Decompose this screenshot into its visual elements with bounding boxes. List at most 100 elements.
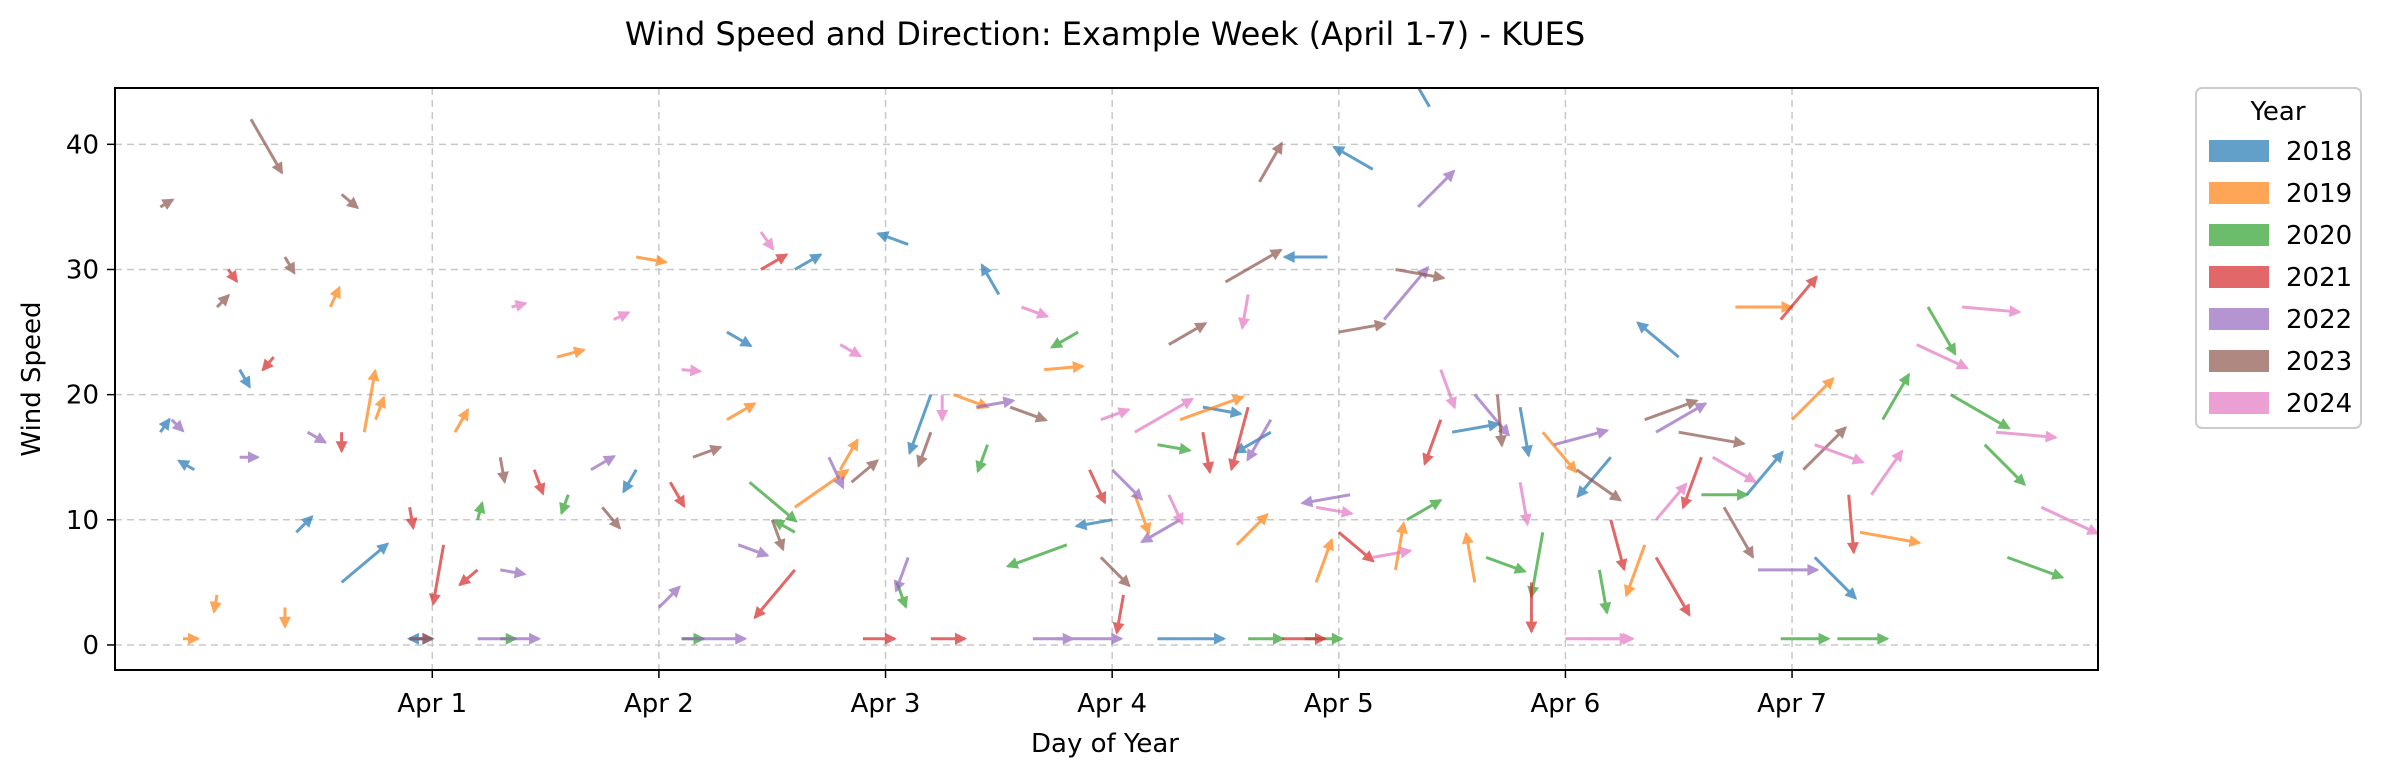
legend-frame: [2195, 87, 2362, 429]
wind-arrow-head: [1619, 632, 1632, 645]
wind-arrow-head: [1898, 372, 1910, 387]
wind-arrow-shaft: [1179, 395, 1244, 422]
wind-arrow-head: [278, 616, 291, 629]
wind-arrow-head: [848, 345, 863, 358]
wind-arrow-head: [1072, 361, 1085, 374]
wind-arrow-head: [346, 196, 360, 210]
wind-arrow-head: [217, 293, 231, 307]
wind-arrow-shaft: [2040, 505, 2098, 535]
wind-arrow-head: [1035, 307, 1050, 319]
wind-arrow-head: [458, 573, 472, 587]
wind-arrow-head: [1624, 584, 1636, 598]
wind-arrow-head: [513, 566, 527, 579]
wind-arrow-head: [1178, 442, 1192, 455]
wind-arrow-head: [1399, 546, 1413, 559]
wind-arrow-head: [1675, 482, 1688, 496]
wind-arrow-shaft: [1134, 397, 1194, 434]
wind-arrow-head: [2013, 473, 2027, 487]
wind-arrow-head: [1908, 535, 1922, 547]
x-tick-label: Apr 7: [1757, 689, 1827, 719]
wind-arrow-head: [743, 402, 757, 414]
wind-arrow-head: [1834, 426, 1848, 439]
legend-swatch-2018: [2209, 140, 2269, 162]
wind-arrow-head: [1180, 398, 1195, 410]
wind-arrow-head: [1314, 632, 1327, 645]
wind-arrow-head: [1111, 632, 1124, 645]
wind-arrow-head: [689, 364, 703, 377]
wind-arrow-head: [735, 632, 748, 645]
wind-arrow-shaft: [1416, 88, 1431, 108]
wind-arrow-head: [429, 593, 441, 606]
wind-arrow-head: [608, 516, 622, 530]
wind-arrow-head: [457, 408, 469, 422]
x-tick-label: Apr 1: [397, 689, 467, 719]
wind-arrow-head: [836, 468, 850, 481]
wind-arrow-head: [775, 253, 789, 265]
wind-arrow-head: [773, 538, 786, 552]
x-tick-label: Apr 5: [1304, 689, 1374, 719]
wind-arrow-head: [622, 480, 634, 494]
x-axis-ticks: Apr 1 Apr 2 Apr 3 Apr 4 Apr 5 Apr 6 Apr 7: [397, 670, 1827, 719]
wind-arrows: [158, 88, 2098, 645]
wind-arrow-head: [2051, 568, 2065, 580]
wind-arrow-head: [907, 441, 919, 456]
wind-arrow-head: [1877, 632, 1890, 645]
x-tick-label: Apr 3: [851, 689, 921, 719]
wind-arrow-shaft: [431, 544, 446, 605]
series-2022: [170, 169, 1820, 645]
x-tick-label: Apr 6: [1531, 689, 1601, 719]
wind-arrow-head: [374, 395, 386, 409]
wind-arrow-head: [1679, 603, 1691, 617]
wind-arrow-head: [335, 441, 348, 454]
wind-arrow-head: [762, 237, 775, 251]
wind-arrow-head: [367, 368, 380, 382]
wind-arrow-head: [514, 300, 528, 312]
series-2024: [511, 231, 2098, 645]
wind-arrow-head: [1608, 489, 1623, 502]
wind-arrow-head: [329, 285, 341, 300]
wind-arrow-head: [1525, 621, 1538, 634]
wind-arrow-head: [1273, 632, 1286, 645]
legend-label-2021: 2021: [2286, 263, 2352, 293]
chart-title: Wind Speed and Direction: Example Week (…: [625, 15, 1585, 53]
wind-arrow-head: [1844, 586, 1858, 600]
wind-arrow-head: [1140, 531, 1154, 543]
wind-arrow-head: [602, 455, 617, 467]
wind-arrow-head: [422, 632, 435, 645]
wind-arrow-head: [1282, 250, 1295, 263]
legend: Year 2018 2019 2020 2021 2022 2023 2024: [2195, 87, 2362, 429]
wind-arrow-head: [1005, 557, 1020, 569]
wind-arrow-head: [188, 632, 201, 645]
wind-arrow-head: [784, 510, 798, 523]
series-2023: [159, 118, 1848, 645]
legend-label-2023: 2023: [2286, 347, 2352, 377]
legend-label-2019: 2019: [2286, 179, 2352, 209]
wind-arrow-head: [1246, 448, 1258, 462]
wind-arrow-head: [1821, 377, 1835, 390]
wind-arrow-shaft: [1382, 266, 1429, 321]
wind-arrow-head: [1733, 436, 1746, 448]
wind-arrow-head: [284, 261, 296, 275]
wind-arrow-head: [847, 438, 859, 452]
wind-arrow-head: [833, 475, 845, 490]
wind-arrow-shaft: [1224, 248, 1282, 284]
wind-arrow-shaft: [249, 118, 284, 174]
wind-arrow-head: [559, 501, 571, 516]
wind-arrow-head: [673, 494, 686, 508]
wind-arrow-head: [1851, 453, 1865, 465]
wind-arrow-head: [313, 432, 328, 444]
legend-swatch-2020: [2209, 224, 2269, 246]
wind-arrow-head: [1361, 550, 1375, 563]
wind-arrow-head: [617, 311, 631, 323]
wind-arrow-shaft: [1859, 530, 1920, 545]
wind-arrow-head: [1781, 301, 1794, 314]
wind-arrow-head: [1599, 601, 1612, 615]
wind-arrow-head: [1300, 495, 1314, 508]
wind-arrow-head: [1231, 394, 1245, 406]
legend-label-2018: 2018: [2286, 137, 2352, 167]
wind-arrow-head: [529, 632, 542, 645]
wind-arrow-head: [261, 358, 274, 372]
wind-arrow-head: [1002, 396, 1016, 409]
wind-arrow-head: [1172, 512, 1184, 526]
